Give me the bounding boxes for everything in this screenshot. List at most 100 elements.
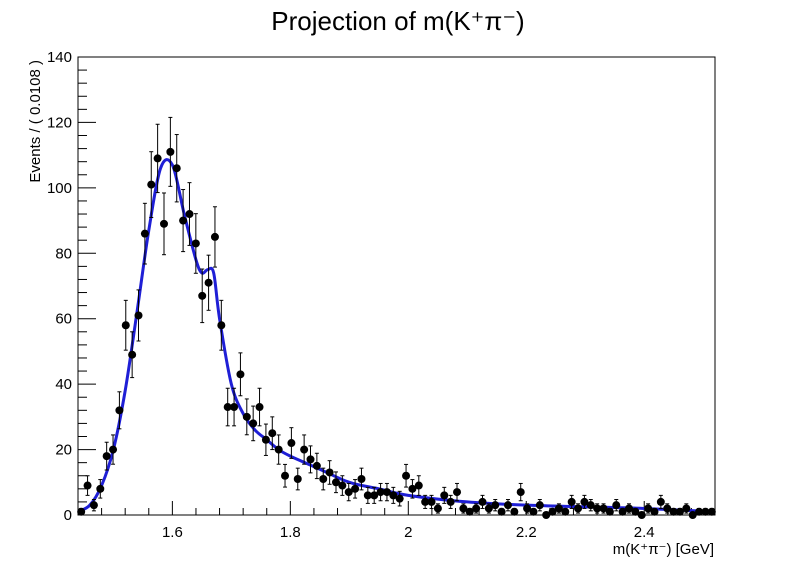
data-point <box>344 482 353 502</box>
axis-ticks: 0 20 40 60 80 100 120 140 1.6 1.8 2 2.2 2.4 <box>47 49 716 541</box>
data-point <box>121 299 130 351</box>
data-marker <box>351 484 360 493</box>
data-point <box>503 499 512 512</box>
data-marker <box>453 488 462 497</box>
data-point <box>153 123 162 194</box>
data-marker <box>204 278 213 287</box>
data-marker <box>370 491 379 500</box>
data-point <box>185 182 194 246</box>
data-marker <box>491 501 500 510</box>
data-point <box>656 494 665 509</box>
data-marker <box>631 507 640 516</box>
data-marker <box>688 511 697 519</box>
data-marker <box>523 504 532 513</box>
data-marker <box>395 494 404 503</box>
data-marker <box>516 488 525 497</box>
y-tick-label: 60 <box>55 311 72 328</box>
data-point <box>281 463 290 488</box>
data-marker <box>503 501 512 510</box>
data-point <box>370 486 379 504</box>
fit-curve-group <box>77 158 716 514</box>
data-marker <box>574 504 583 513</box>
data-marker <box>554 504 563 513</box>
data-marker <box>319 475 328 484</box>
data-point <box>134 289 143 342</box>
data-marker <box>440 491 449 500</box>
data-marker <box>153 154 162 163</box>
data-marker <box>637 511 646 519</box>
data-point <box>306 445 315 474</box>
data-point <box>172 134 181 203</box>
data-marker <box>701 507 710 516</box>
data-marker <box>618 507 627 516</box>
data-point <box>497 507 506 516</box>
data-marker <box>134 311 143 320</box>
data-marker <box>210 232 219 241</box>
y-tick-label: 100 <box>47 180 72 197</box>
data-marker <box>433 504 442 513</box>
data-marker <box>312 461 321 470</box>
data-point <box>663 503 672 514</box>
data-point <box>695 507 704 516</box>
y-axis-label: Events / ( 0.0108 ) <box>27 60 44 183</box>
data-marker <box>191 239 200 248</box>
data-point <box>147 151 156 218</box>
data-point <box>625 503 634 514</box>
data-point <box>319 467 328 491</box>
data-marker <box>675 507 684 516</box>
data-marker <box>389 491 398 500</box>
data-marker <box>89 501 98 510</box>
data-point <box>574 503 583 514</box>
data-marker <box>230 403 239 412</box>
data-point <box>242 398 251 436</box>
data-point <box>421 494 430 509</box>
data-marker <box>147 180 156 189</box>
data-marker <box>421 497 430 506</box>
data-marker <box>261 435 270 444</box>
data-marker <box>128 350 137 359</box>
data-point <box>89 499 98 512</box>
data-point <box>593 503 602 514</box>
x-axis-label: m(K⁺π⁻) [GeV] <box>613 541 714 558</box>
data-point <box>210 206 219 268</box>
data-marker <box>109 445 118 454</box>
data-point <box>618 507 627 516</box>
data-point <box>612 499 621 512</box>
data-marker <box>121 321 130 330</box>
data-point <box>268 416 277 451</box>
y-tick-label: 0 <box>64 507 72 524</box>
data-marker <box>535 501 544 510</box>
data-marker <box>612 501 621 510</box>
data-marker <box>338 481 347 490</box>
data-marker <box>472 504 481 513</box>
data-point <box>159 192 168 256</box>
fit-curve-line <box>77 158 716 514</box>
data-point <box>414 475 423 496</box>
data-point <box>707 507 716 516</box>
data-marker <box>198 291 207 300</box>
data-marker <box>300 445 309 454</box>
x-tick-label: 1.8 <box>280 524 301 541</box>
data-point <box>109 434 118 465</box>
data-marker <box>242 412 251 421</box>
data-marker <box>96 484 105 493</box>
data-point <box>293 467 302 491</box>
data-marker <box>599 504 608 513</box>
y-tick-label: 80 <box>55 245 72 262</box>
data-point <box>453 482 462 502</box>
data-point <box>191 213 200 274</box>
data-points-group <box>77 116 716 519</box>
data-marker <box>281 471 290 480</box>
data-point <box>586 499 595 512</box>
data-marker <box>650 507 659 516</box>
data-point <box>433 503 442 514</box>
data-marker <box>249 419 258 428</box>
data-marker <box>179 216 188 225</box>
data-marker <box>185 210 194 219</box>
data-marker <box>427 497 436 506</box>
x-tick-label: 2 <box>404 524 412 541</box>
data-point <box>255 387 264 427</box>
data-marker <box>580 497 589 506</box>
data-marker <box>166 147 175 156</box>
data-marker <box>669 507 678 516</box>
